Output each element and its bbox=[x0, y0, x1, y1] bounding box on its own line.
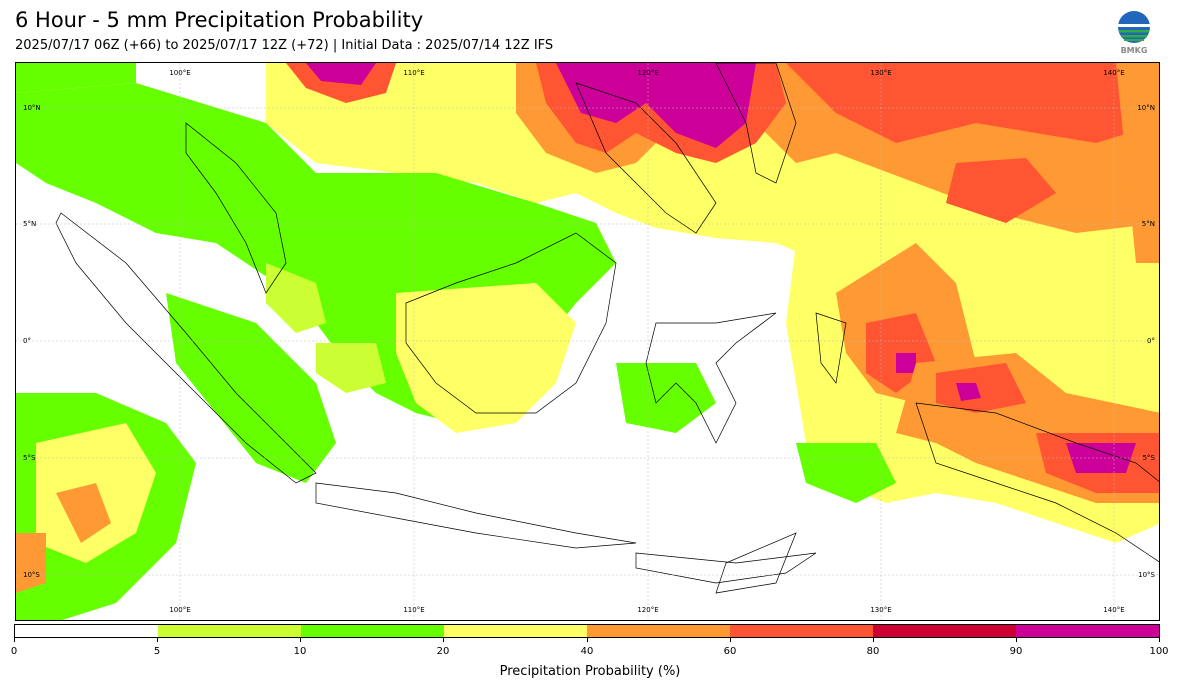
lat-label-right-10n: 10°N bbox=[1137, 104, 1155, 112]
map-subtitle: 2025/07/17 06Z (+66) to 2025/07/17 12Z (… bbox=[15, 38, 554, 53]
precipitation-map: 100°E 110°E 120°E 130°E 140°E 100°E 110°… bbox=[15, 62, 1160, 621]
colorbar-segment-60-80 bbox=[730, 625, 873, 637]
colorbar-tick-80: 80 bbox=[866, 646, 880, 657]
colorbar-tick-40: 40 bbox=[580, 646, 594, 657]
colorbar-tick-20: 20 bbox=[436, 646, 450, 657]
map-title: 6 Hour - 5 mm Precipitation Probability bbox=[15, 8, 424, 32]
colorbar-segment-80-90 bbox=[873, 625, 1016, 637]
svg-text:BMKG: BMKG bbox=[1121, 46, 1148, 55]
lat-label-right-5n: 5°N bbox=[1141, 220, 1155, 228]
lon-label-top-100e: 100°E bbox=[169, 69, 191, 77]
colorbar bbox=[14, 624, 1160, 638]
lat-label-left-10n: 10°N bbox=[23, 104, 41, 112]
colorbar-segment-90-100 bbox=[1016, 625, 1159, 637]
bmkg-logo-icon: BMKG bbox=[1114, 10, 1154, 56]
colorbar-segment-20-40 bbox=[444, 625, 587, 637]
lon-label-bottom-130e: 130°E bbox=[870, 606, 892, 614]
colorbar-tick-90: 90 bbox=[1009, 646, 1023, 657]
lon-label-bottom-100e: 100°E bbox=[169, 606, 191, 614]
colorbar-tick-0: 0 bbox=[10, 646, 18, 657]
coastlines bbox=[55, 63, 1159, 594]
colorbar-tick-10: 10 bbox=[293, 646, 307, 657]
colorbar-segment-40-60 bbox=[587, 625, 730, 637]
lat-label-right-0: 0° bbox=[1147, 337, 1155, 345]
lon-label-bottom-110e: 110°E bbox=[403, 606, 425, 614]
lat-label-left-0: 0° bbox=[23, 337, 31, 345]
lon-label-top-130e: 130°E bbox=[870, 69, 892, 77]
lat-label-left-5n: 5°N bbox=[23, 220, 37, 228]
lat-label-right-10s: 10°S bbox=[1138, 571, 1155, 579]
colorbar-tick-60: 60 bbox=[723, 646, 737, 657]
lon-label-bottom-120e: 120°E bbox=[637, 606, 659, 614]
colorbar-segment-5-10 bbox=[158, 625, 301, 637]
colorbar-tick-100: 100 bbox=[1149, 646, 1169, 657]
lat-label-left-5s: 5°S bbox=[23, 454, 36, 462]
colorbar-segment-10-20 bbox=[301, 625, 444, 637]
colorbar-segment-0-5 bbox=[15, 625, 158, 637]
precipitation-map-canvas bbox=[16, 63, 1159, 620]
lon-label-top-110e: 110°E bbox=[403, 69, 425, 77]
colorbar-tick-5: 5 bbox=[153, 646, 161, 657]
lon-label-top-120e: 120°E bbox=[637, 69, 659, 77]
graticule bbox=[16, 63, 1159, 620]
lon-label-bottom-140e: 140°E bbox=[1103, 606, 1125, 614]
probability-shading bbox=[16, 63, 1159, 620]
lat-label-left-10s: 10°S bbox=[23, 571, 40, 579]
colorbar-label: Precipitation Probability (%) bbox=[499, 664, 681, 679]
lat-label-right-5s: 5°S bbox=[1142, 454, 1155, 462]
lon-label-top-140e: 140°E bbox=[1103, 69, 1125, 77]
